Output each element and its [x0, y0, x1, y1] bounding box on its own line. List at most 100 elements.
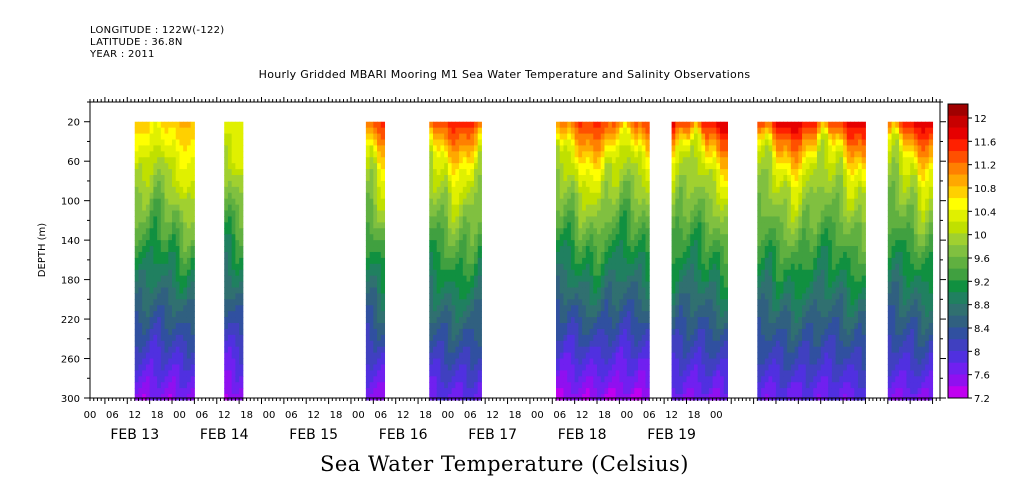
heatmap-cell	[720, 334, 725, 342]
heatmap-cell	[593, 139, 598, 146]
heatmap-cell	[369, 169, 374, 176]
heatmap-cell	[470, 234, 475, 241]
heatmap-cell	[168, 133, 173, 140]
heatmap-cell	[720, 305, 725, 312]
heatmap-cell	[604, 334, 609, 342]
heatmap-cell	[466, 240, 471, 247]
heatmap-cell	[462, 323, 468, 330]
heatmap-cell	[235, 175, 240, 182]
heatmap-cell	[779, 234, 784, 241]
heatmap-cell	[432, 127, 438, 135]
heatmap-cell	[369, 180, 374, 188]
heatmap-cell	[429, 370, 434, 377]
heatmap-cell	[157, 328, 162, 336]
heatmap-cell	[466, 323, 471, 330]
heatmap-cell	[768, 180, 773, 188]
heatmap-cell	[686, 388, 691, 395]
heatmap-cell	[168, 269, 173, 277]
heatmap-cell	[835, 204, 840, 212]
heatmap-cell	[164, 198, 169, 206]
heatmap-cell	[641, 246, 646, 253]
heatmap-cell	[160, 305, 166, 312]
heatmap-cell	[645, 263, 650, 271]
heatmap-cell	[626, 121, 632, 129]
heatmap-cell	[686, 275, 691, 283]
heatmap-cell	[369, 121, 374, 129]
heatmap-cell	[600, 234, 605, 241]
heatmap-cell	[608, 305, 613, 312]
heatmap-cell	[369, 222, 374, 229]
heatmap-cell	[768, 246, 773, 253]
heatmap-cell	[761, 257, 766, 265]
heatmap-cell	[701, 340, 706, 348]
heatmap-cell	[843, 251, 848, 259]
heatmap-cell	[183, 216, 188, 223]
heatmap-cell	[593, 364, 598, 371]
heatmap-cell	[138, 222, 143, 229]
heatmap-cell	[231, 216, 236, 223]
heatmap-cell	[574, 311, 579, 318]
heatmap-cell	[716, 358, 721, 365]
heatmap-cell	[380, 192, 386, 200]
heatmap-cell	[451, 240, 456, 247]
heatmap-cell	[813, 346, 818, 354]
heatmap-cell	[429, 299, 434, 306]
heatmap-cell	[231, 175, 236, 182]
heatmap-cell	[582, 192, 587, 200]
heatmap-cell	[164, 287, 169, 294]
heatmap-cell	[597, 269, 602, 277]
heatmap-cell	[809, 299, 814, 306]
heatmap-cell	[462, 346, 468, 354]
heatmap-cell	[831, 151, 837, 158]
heatmap-cell	[175, 169, 180, 176]
heatmap-cell	[846, 370, 852, 377]
heatmap-cell	[168, 340, 173, 348]
heatmap-cell	[459, 263, 464, 271]
heatmap-cell	[455, 275, 460, 283]
heatmap-cell	[597, 180, 602, 188]
heatmap-cell	[816, 370, 822, 377]
heatmap-cell	[690, 323, 695, 330]
heatmap-cell	[772, 263, 777, 271]
heatmap-cell	[473, 388, 479, 395]
heatmap-cell	[451, 382, 456, 389]
heatmap-cell	[597, 370, 602, 377]
heatmap-cell	[578, 127, 583, 135]
heatmap-cell	[779, 169, 784, 176]
heatmap-cell	[235, 186, 240, 194]
heatmap-cell	[142, 133, 147, 140]
heatmap-cell	[623, 127, 628, 135]
heatmap-cell	[761, 358, 766, 365]
heatmap-cell	[440, 246, 445, 253]
heatmap-cell	[608, 376, 613, 383]
heatmap-cell	[190, 275, 195, 283]
heatmap-cell	[455, 175, 460, 182]
heatmap-cell	[451, 311, 456, 318]
heatmap-cell	[816, 328, 822, 336]
heatmap-cell	[451, 305, 456, 312]
heatmap-cell	[775, 364, 781, 371]
heatmap-cell	[619, 269, 624, 277]
heatmap-cell	[850, 328, 855, 336]
heatmap-cell	[675, 346, 680, 354]
heatmap-cell	[630, 323, 635, 330]
heatmap-cell	[705, 121, 710, 129]
heatmap-cell	[149, 269, 154, 277]
heatmap-cell	[462, 163, 468, 170]
heatmap-cell	[835, 121, 840, 129]
heatmap-cell	[779, 186, 784, 194]
heatmap-cell	[634, 216, 639, 223]
heatmap-cell	[835, 370, 840, 377]
heatmap-cell	[816, 346, 822, 354]
heatmap-cell	[645, 121, 650, 129]
heatmap-cell	[235, 169, 240, 176]
heatmap-cell	[164, 269, 169, 277]
heatmap-cell	[611, 394, 617, 401]
heatmap-cell	[179, 180, 184, 188]
heatmap-cell	[597, 234, 602, 241]
heatmap-cell	[227, 186, 233, 194]
heatmap-cell	[645, 323, 650, 330]
heatmap-cell	[470, 169, 475, 176]
heatmap-cell	[679, 334, 684, 342]
heatmap-cell	[235, 251, 240, 259]
